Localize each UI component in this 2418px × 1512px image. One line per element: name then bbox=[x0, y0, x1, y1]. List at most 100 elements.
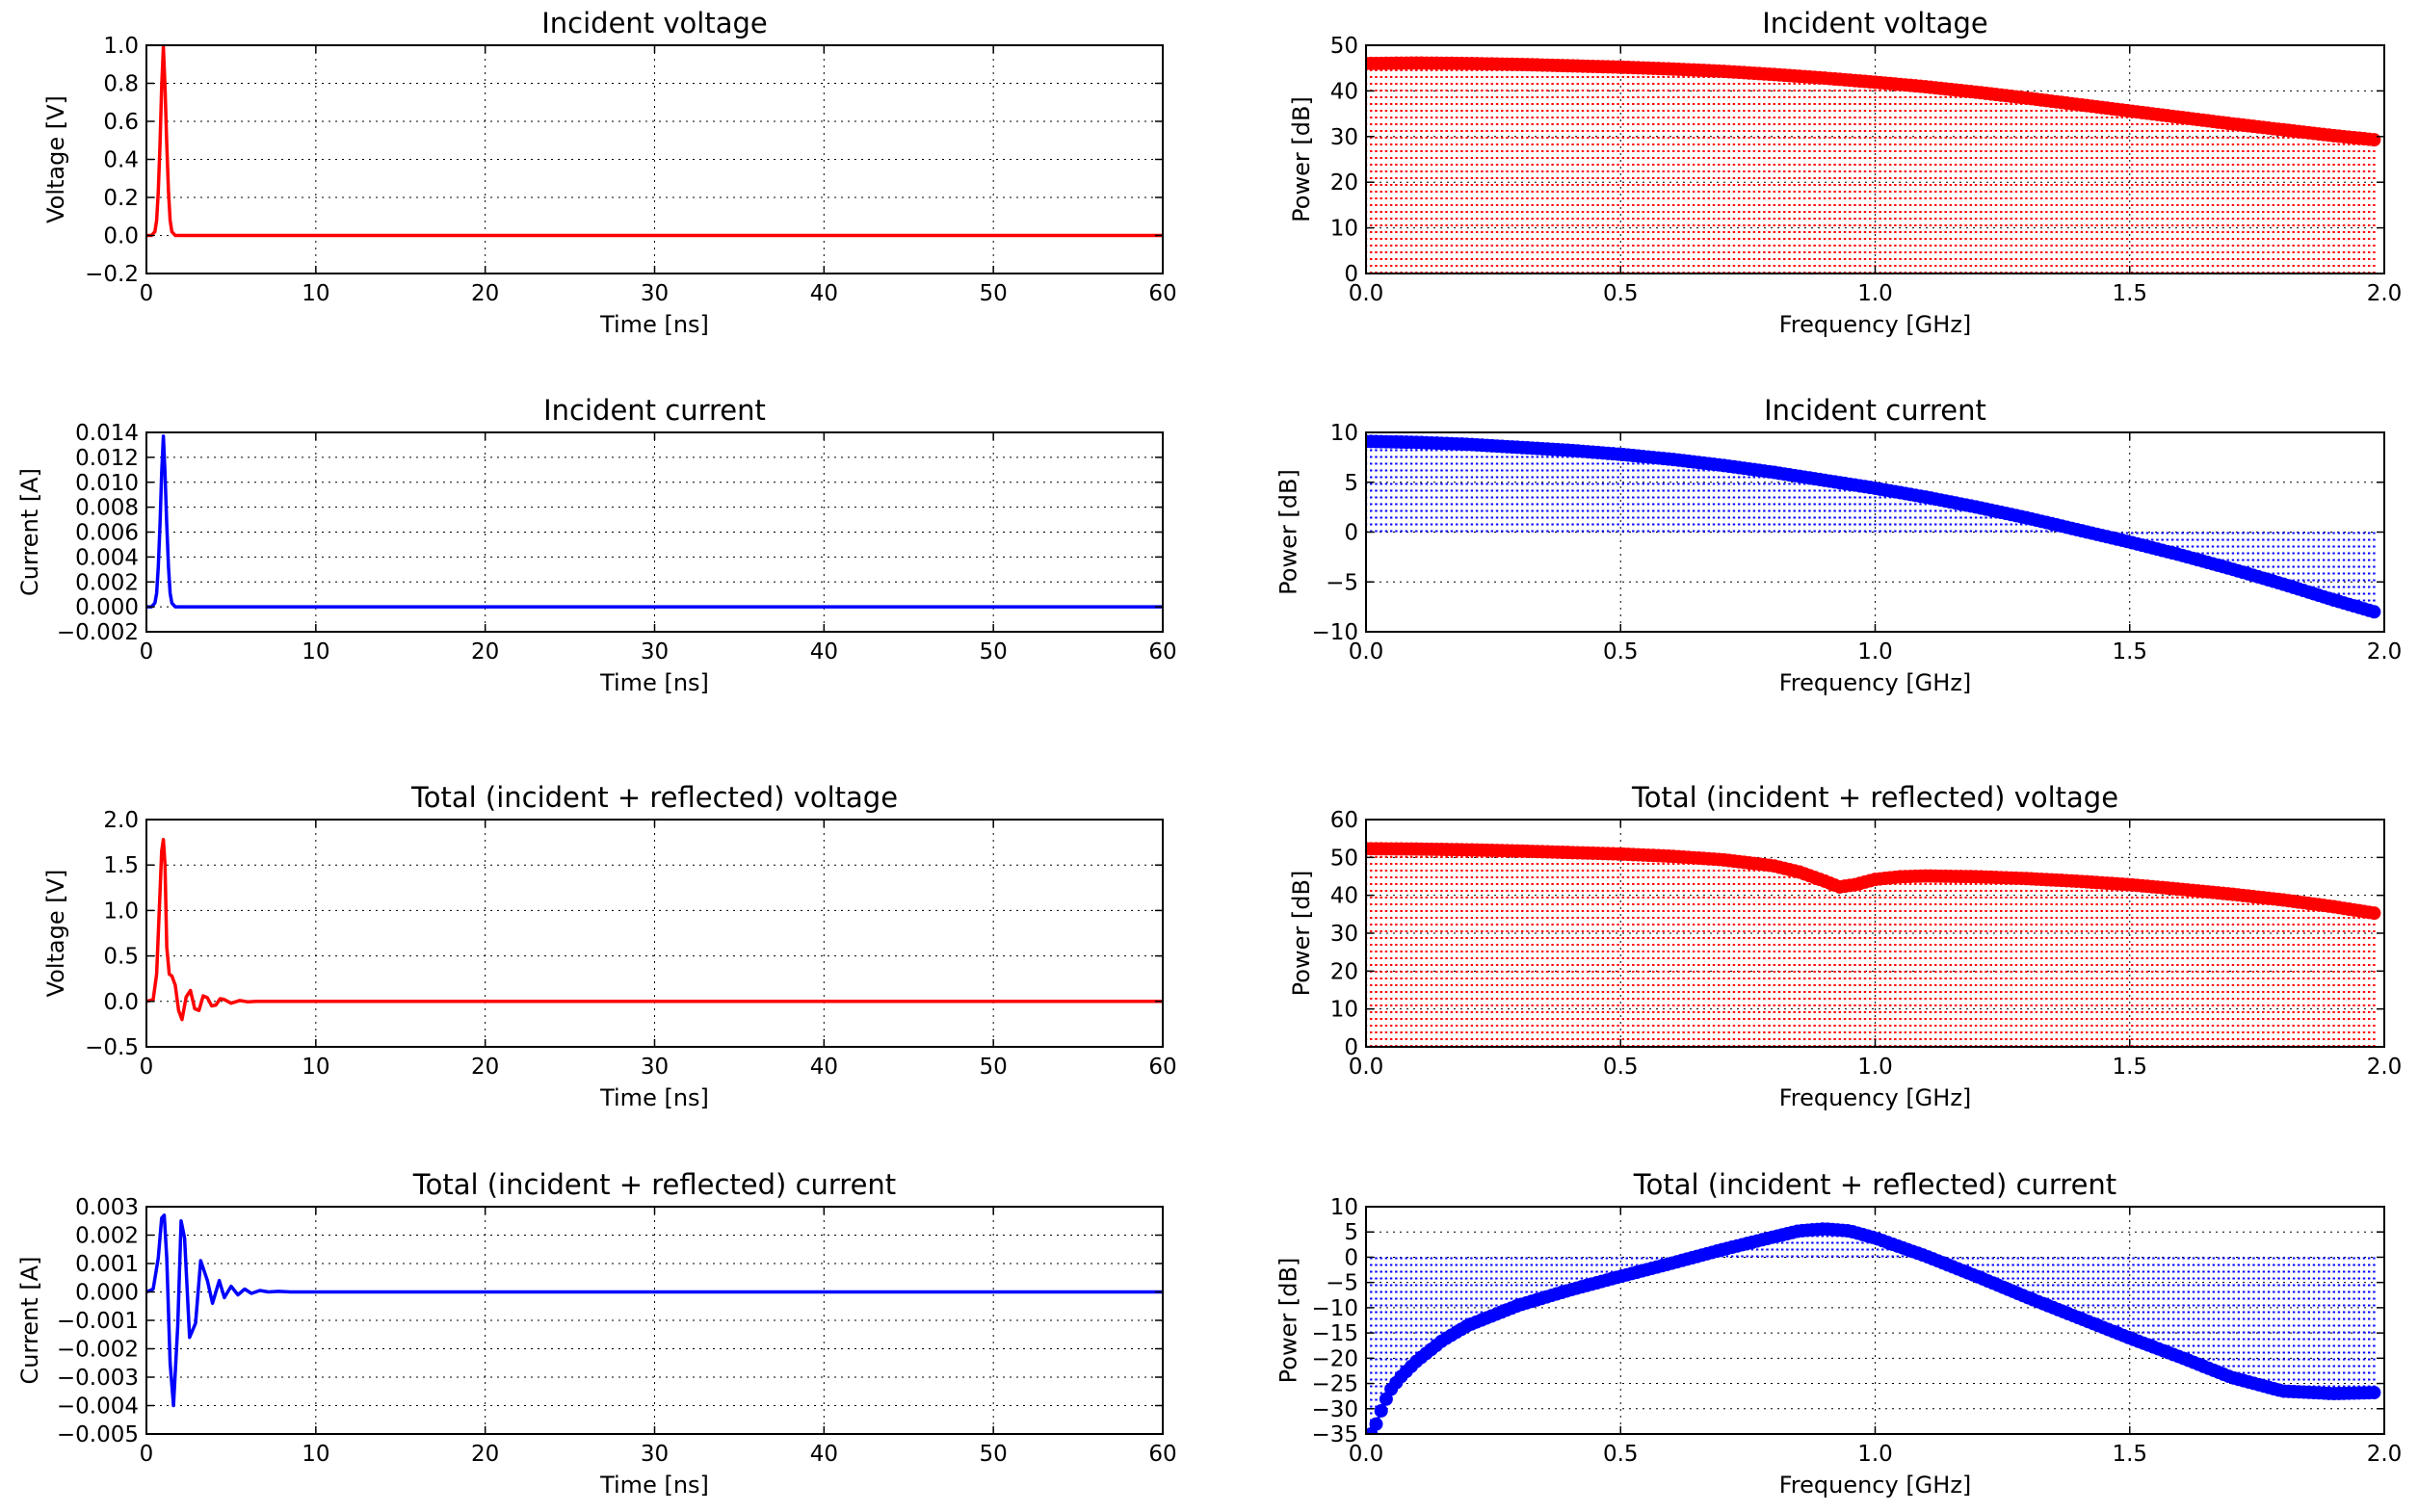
y-tick-label: −0.001 bbox=[57, 1309, 139, 1334]
x-tick-label: 0.5 bbox=[1603, 1055, 1639, 1080]
x-tick-label: 1.5 bbox=[2112, 1055, 2147, 1080]
x-axis-label: Time [ns] bbox=[599, 1472, 709, 1499]
x-tick-label: 10 bbox=[302, 639, 329, 665]
y-tick-label: 0.012 bbox=[75, 446, 139, 471]
data-point bbox=[2367, 1385, 2381, 1399]
y-tick-label: −0.002 bbox=[57, 1338, 139, 1363]
panel-4-time: 0 10 20 30 40 50 60 −0.005−0.004 −0.003 −0.002 −0.… bbox=[16, 1168, 1177, 1499]
data-layer bbox=[146, 838, 1163, 1022]
x-tick-label: 40 bbox=[810, 639, 838, 665]
x-tick-label: 30 bbox=[641, 281, 669, 306]
y-tick-label: 30 bbox=[1330, 125, 1358, 150]
chart-title: Total (incident + reflected) current bbox=[1633, 1168, 2116, 1201]
x-tick-label: 1.0 bbox=[1857, 281, 1893, 306]
data-point bbox=[2367, 906, 2381, 921]
panel-1-freq: 0.0 0.5 1.0 1.5 2.0 0 10 20 30 40 50 Incident volta… bbox=[1288, 7, 2402, 338]
x-tick-label: 0.0 bbox=[1349, 1055, 1384, 1080]
y-tick-label: 2.0 bbox=[103, 808, 139, 833]
x-tick-label: 1.0 bbox=[1857, 1442, 1893, 1467]
chart-title: Incident voltage bbox=[1762, 7, 1988, 39]
y-axis-label: Voltage [V] bbox=[42, 870, 69, 998]
series-line bbox=[146, 838, 1163, 1022]
y-tick-label: 0.0 bbox=[103, 990, 139, 1015]
x-tick-label: 30 bbox=[641, 639, 669, 665]
x-tick-label: 0 bbox=[140, 1442, 154, 1467]
chart-title: Incident voltage bbox=[541, 7, 768, 39]
y-tick-label: 0.4 bbox=[103, 148, 139, 173]
x-tick-label: 2.0 bbox=[2367, 1055, 2403, 1080]
y-tick-label: −0.2 bbox=[85, 262, 139, 287]
y-tick-label: 1.5 bbox=[103, 853, 139, 878]
x-tick-label: 2.0 bbox=[2367, 639, 2403, 665]
y-tick-label: 0 bbox=[1344, 1035, 1358, 1060]
x-axis-label: Frequency [GHz] bbox=[1779, 1472, 1972, 1499]
y-tick-label: −25 bbox=[1311, 1372, 1358, 1397]
x-tick-label: 40 bbox=[810, 1442, 838, 1467]
y-tick-label: 0.010 bbox=[75, 471, 139, 496]
x-axis-label: Time [ns] bbox=[599, 1084, 709, 1111]
series-line bbox=[146, 434, 1163, 609]
y-tick-label: 5 bbox=[1344, 1220, 1358, 1245]
y-tick-label: −5 bbox=[1326, 570, 1358, 595]
y-tick-label: 20 bbox=[1330, 959, 1358, 984]
y-tick-label: −0.004 bbox=[57, 1395, 139, 1420]
data-point bbox=[2367, 133, 2381, 147]
y-tick-label: −10 bbox=[1311, 620, 1358, 645]
x-axis-label: Frequency [GHz] bbox=[1779, 311, 1972, 338]
x-tick-label: 0 bbox=[140, 281, 154, 306]
panel-3-freq: 0.0 0.5 1.0 1.5 2.0 0 10 20 30 40 50 60 Total (incid… bbox=[1288, 781, 2402, 1111]
x-tick-label: 0 bbox=[140, 639, 154, 665]
y-tick-label: 40 bbox=[1330, 884, 1358, 909]
panel-2-time: 0 10 20 30 40 50 60−0.0020.0000.0020.0040.0060… bbox=[16, 394, 1177, 696]
y-tick-label: 20 bbox=[1330, 170, 1358, 196]
x-tick-label: 50 bbox=[980, 639, 1008, 665]
y-axis-label: Power [dB] bbox=[1288, 871, 1315, 997]
y-tick-label: 60 bbox=[1330, 808, 1358, 833]
y-tick-label: 0.6 bbox=[103, 110, 139, 135]
x-tick-label: 0 bbox=[140, 1055, 154, 1080]
series-line bbox=[1366, 439, 2375, 613]
y-tick-label: 5 bbox=[1344, 471, 1358, 496]
x-axis-label: Time [ns] bbox=[599, 669, 709, 696]
x-tick-label: 50 bbox=[980, 1055, 1008, 1080]
y-axis-label: Voltage [V] bbox=[42, 95, 69, 223]
x-tick-label: 60 bbox=[1148, 1442, 1176, 1467]
chart-title: Total (incident + reflected) current bbox=[412, 1168, 896, 1201]
chart-title: Total (incident + reflected) voltage bbox=[1631, 781, 2118, 814]
x-tick-label: 30 bbox=[641, 1442, 669, 1467]
y-tick-label: 0.003 bbox=[75, 1195, 139, 1220]
y-tick-label: −0.5 bbox=[85, 1035, 139, 1060]
panel-1-time: 0 10 20 30 40 50 60 −0.2 0.0 0.2 0.4 0.6 0.8 1.0 Incid… bbox=[42, 7, 1177, 338]
data-layer bbox=[1366, 1222, 2381, 1434]
x-tick-label: 0.5 bbox=[1603, 281, 1639, 306]
x-tick-label: 0.0 bbox=[1349, 1442, 1384, 1467]
y-tick-label: −35 bbox=[1311, 1422, 1358, 1447]
x-tick-label: 60 bbox=[1148, 639, 1176, 665]
x-tick-label: 10 bbox=[302, 281, 329, 306]
data-layer bbox=[1366, 56, 2381, 274]
y-tick-label: 0.8 bbox=[103, 72, 139, 97]
y-tick-label: 0.2 bbox=[103, 186, 139, 211]
y-tick-label: 0 bbox=[1344, 521, 1358, 546]
x-tick-label: 0.0 bbox=[1349, 639, 1384, 665]
x-tick-label: 50 bbox=[980, 281, 1008, 306]
data-point bbox=[1374, 1403, 1388, 1418]
y-tick-label: 0.008 bbox=[75, 496, 139, 521]
x-tick-label: 1.0 bbox=[1857, 639, 1893, 665]
y-tick-label: −5 bbox=[1326, 1271, 1358, 1296]
y-tick-label: 10 bbox=[1330, 1195, 1358, 1220]
x-tick-label: 20 bbox=[471, 639, 499, 665]
y-tick-label: 40 bbox=[1330, 79, 1358, 104]
chart-title: Incident current bbox=[1764, 394, 1986, 427]
x-tick-label: 30 bbox=[641, 1055, 669, 1080]
y-axis-label: Power [dB] bbox=[1275, 469, 1302, 595]
x-tick-label: 0.0 bbox=[1349, 281, 1384, 306]
y-tick-label: 10 bbox=[1330, 421, 1358, 446]
data-layer bbox=[146, 1213, 1163, 1408]
y-tick-label: −10 bbox=[1311, 1296, 1358, 1321]
series-line bbox=[146, 45, 1163, 238]
y-tick-label: 0.000 bbox=[75, 1281, 139, 1306]
y-tick-label: 0.0 bbox=[103, 224, 139, 249]
